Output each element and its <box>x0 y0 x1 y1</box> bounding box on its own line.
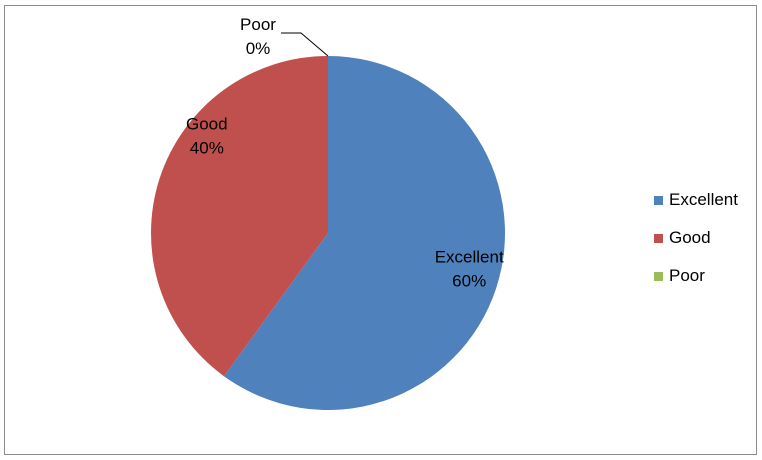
legend: Excellent Good Poor <box>654 181 754 295</box>
legend-swatch-excellent <box>654 195 663 205</box>
legend-item-excellent: Excellent <box>654 181 754 219</box>
data-label-poor-percent: 0% <box>246 39 271 58</box>
data-label-good-category: Good <box>186 115 228 134</box>
legend-item-poor: Poor <box>654 257 754 295</box>
legend-swatch-good <box>654 233 663 243</box>
data-label-excellent-category: Excellent <box>435 247 504 266</box>
legend-label-good: Good <box>669 228 711 247</box>
legend-label-excellent: Excellent <box>669 190 738 209</box>
pie-data-labels: Excellent 60% Good 40% Poor 0% <box>186 15 504 290</box>
legend-item-good: Good <box>654 219 754 257</box>
pie-slice-excellent <box>223 56 506 411</box>
pie-slice-good <box>150 56 328 377</box>
data-label-good-percent: 40% <box>190 139 224 158</box>
data-label-poor-category: Poor <box>240 15 276 34</box>
pie-slices <box>150 56 506 411</box>
legend-label-poor: Poor <box>669 266 705 285</box>
poor-leader-line <box>281 32 329 57</box>
legend-swatch-poor <box>654 271 663 281</box>
data-label-excellent-percent: 60% <box>452 271 486 290</box>
